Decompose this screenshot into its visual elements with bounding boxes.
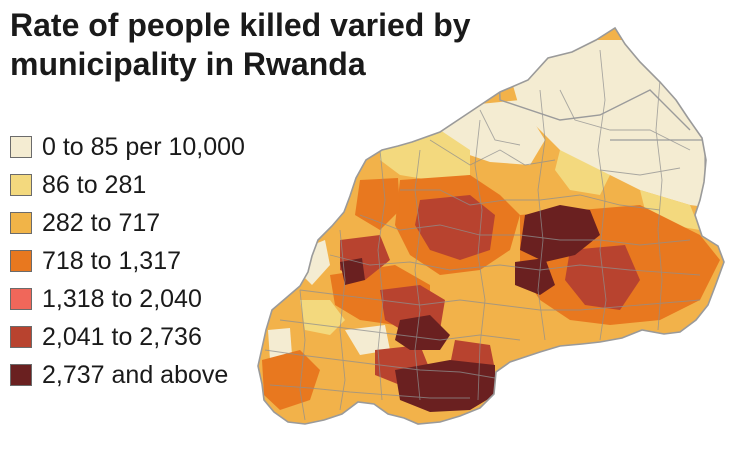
map-title-line-1: Rate of people killed varied by (10, 7, 471, 43)
legend-swatch (10, 326, 32, 348)
legend-item: 86 to 281 (10, 166, 245, 204)
legend-label: 2,041 to 2,736 (42, 322, 202, 351)
legend-item: 718 to 1,317 (10, 242, 245, 280)
legend-label: 282 to 717 (42, 208, 161, 237)
legend: 0 to 85 per 10,000 86 to 281 282 to 717 … (10, 128, 245, 394)
country-outline (257, 26, 725, 425)
legend-label: 718 to 1,317 (42, 246, 182, 275)
legend-label: 0 to 85 per 10,000 (42, 132, 245, 161)
legend-item: 1,318 to 2,040 (10, 280, 245, 318)
legend-swatch (10, 250, 32, 272)
legend-swatch (10, 212, 32, 234)
legend-item: 2,737 and above (10, 356, 245, 394)
map-title-line-2: municipality in Rwanda (10, 46, 366, 82)
legend-item: 282 to 717 (10, 204, 245, 242)
legend-label: 2,737 and above (42, 360, 229, 389)
legend-swatch (10, 174, 32, 196)
legend-label: 1,318 to 2,040 (42, 284, 202, 313)
map-title: Rate of people killed varied by municipa… (10, 6, 550, 84)
legend-item: 2,041 to 2,736 (10, 318, 245, 356)
legend-swatch (10, 288, 32, 310)
legend-item: 0 to 85 per 10,000 (10, 128, 245, 166)
legend-swatch (10, 364, 32, 386)
legend-swatch (10, 136, 32, 158)
legend-label: 86 to 281 (42, 170, 147, 199)
